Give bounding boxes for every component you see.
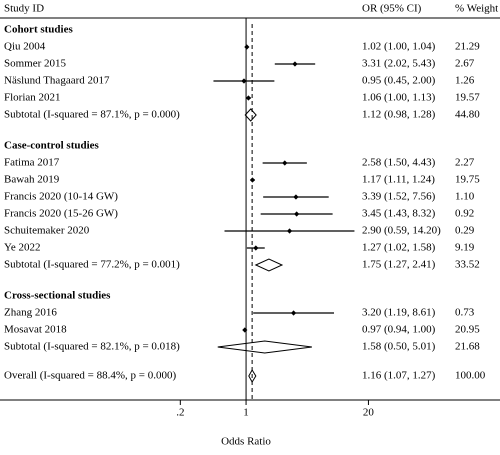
weight-text: 9.19 xyxy=(455,242,475,254)
weight-text: 2.67 xyxy=(455,58,475,70)
or-text: 0.97 (0.94, 1.00) xyxy=(362,324,436,336)
weight-text: 44.80 xyxy=(455,109,480,121)
x-tick-label: 1 xyxy=(243,407,249,419)
or-text: 1.16 (1.07, 1.27) xyxy=(362,370,436,382)
weight-text: 19.75 xyxy=(455,174,480,186)
group-title: Case-control studies xyxy=(4,140,100,152)
weight-text: 21.68 xyxy=(455,341,480,353)
weight-text: 100.00 xyxy=(455,370,486,382)
pooled-label: Subtotal (I-squared = 77.2%, p = 0.001) xyxy=(4,259,180,271)
point-estimate xyxy=(241,78,247,84)
weight-text: 33.52 xyxy=(455,259,480,271)
weight-text: 1.26 xyxy=(455,75,475,87)
study-label: Fatima 2017 xyxy=(4,157,60,169)
weight-text: 0.92 xyxy=(455,208,474,220)
study-label: Näslund Thagaard 2017 xyxy=(4,75,110,87)
weight-text: 20.95 xyxy=(455,324,480,336)
weight-text: 2.27 xyxy=(455,157,475,169)
study-label: Francis 2020 (15-26 GW) xyxy=(4,208,118,220)
weight-text: 0.29 xyxy=(455,225,475,237)
study-label: Zhang 2016 xyxy=(4,307,57,319)
point-estimate xyxy=(282,160,288,166)
or-text: 1.75 (1.27, 2.41) xyxy=(362,259,436,271)
point-estimate xyxy=(294,211,300,217)
study-label: Francis 2020 (10-14 GW) xyxy=(4,191,118,203)
point-estimate xyxy=(292,61,298,67)
study-label: Schuitemaker 2020 xyxy=(4,225,90,237)
x-tick-label: 20 xyxy=(363,407,375,419)
or-text: 1.27 (1.02, 1.58) xyxy=(362,242,436,254)
weight-text: 21.29 xyxy=(455,41,480,53)
or-text: 3.31 (2.02, 5.43) xyxy=(362,58,436,70)
or-text: 2.58 (1.50, 4.43) xyxy=(362,157,436,169)
study-label: Mosavat 2018 xyxy=(4,324,67,336)
x-axis-label: Odds Ratio xyxy=(221,436,271,448)
study-label: Sommer 2015 xyxy=(4,58,67,70)
or-text: 3.45 (1.43, 8.32) xyxy=(362,208,436,220)
pooled-label: Overall (I-squared = 88.4%, p = 0.000) xyxy=(4,370,177,382)
or-text: 2.90 (0.59, 14.20) xyxy=(362,225,441,237)
pooled-diamond xyxy=(254,258,284,272)
pooled-label: Subtotal (I-squared = 87.1%, p = 0.000) xyxy=(4,109,180,121)
or-text: 1.12 (0.98, 1.28) xyxy=(362,109,436,121)
group-title: Cross-sectional studies xyxy=(4,290,111,302)
study-label: Florian 2021 xyxy=(4,92,61,104)
point-estimate xyxy=(286,228,293,234)
pooled-label: Subtotal (I-squared = 82.1%, p = 0.018) xyxy=(4,341,180,353)
column-header: Study ID xyxy=(4,3,44,15)
or-text: 1.58 (0.50, 5.01) xyxy=(362,341,436,353)
pooled-diamond xyxy=(244,108,257,122)
weight-text: 1.10 xyxy=(455,191,475,203)
column-header: % Weight xyxy=(455,3,498,15)
x-tick-label: .2 xyxy=(176,407,184,419)
or-text: 0.95 (0.45, 2.00) xyxy=(362,75,436,87)
pooled-diamond xyxy=(217,340,312,354)
study-label: Ye 2022 xyxy=(4,242,40,254)
column-header: OR (95% CI) xyxy=(362,3,422,15)
or-text: 1.02 (1.00, 1.04) xyxy=(362,41,436,53)
weight-text: 0.73 xyxy=(455,307,475,319)
point-estimate xyxy=(253,245,259,251)
group-title: Cohort studies xyxy=(4,24,73,36)
point-estimate xyxy=(290,310,297,316)
weight-text: 19.57 xyxy=(455,92,480,104)
or-text: 1.17 (1.11, 1.24) xyxy=(362,174,435,186)
study-label: Qiu 2004 xyxy=(4,41,46,53)
or-text: 3.20 (1.19, 8.61) xyxy=(362,307,436,319)
point-estimate xyxy=(293,194,299,200)
or-text: 3.39 (1.52, 7.56) xyxy=(362,191,436,203)
point-estimate xyxy=(245,95,252,101)
or-text: 1.06 (1.00, 1.13) xyxy=(362,92,436,104)
study-label: Bawah 2019 xyxy=(4,174,60,186)
